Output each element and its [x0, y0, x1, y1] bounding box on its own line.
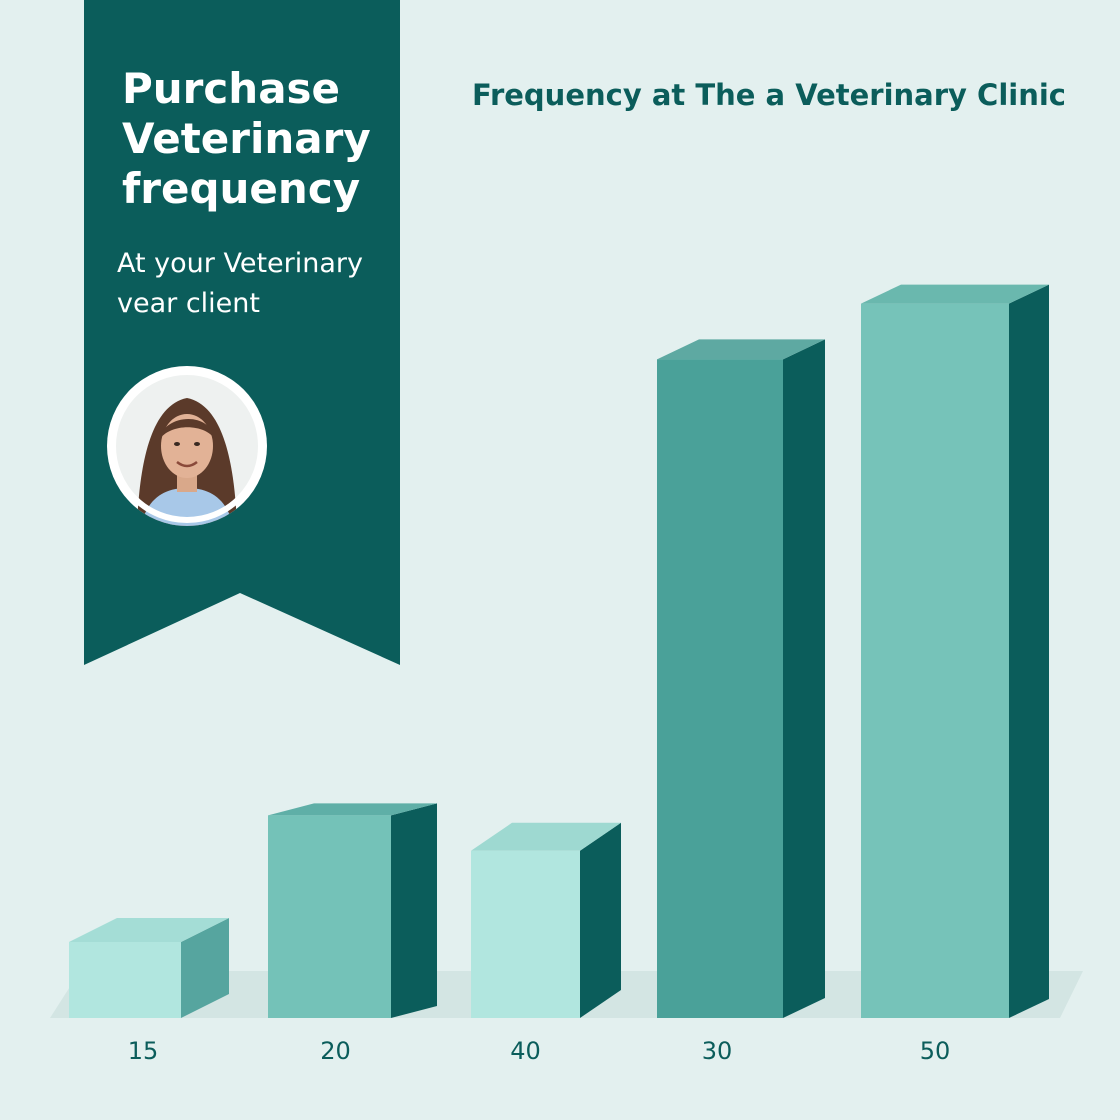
banner-title-line-1: Purchase [122, 64, 341, 113]
banner-title-line-2: Veterinary [122, 114, 371, 163]
bar-2-side [391, 803, 437, 1018]
banner-subtitle-line-1: At your Veterinary [117, 248, 363, 279]
bars-layer [69, 284, 1049, 1019]
bar-1-top [69, 918, 229, 942]
banner-title-line-3: frequency [122, 164, 361, 213]
bar-5-side [1009, 284, 1049, 1019]
chart-title: Frequency at The a Veterinary Clinic [472, 78, 1066, 112]
bar-3-side [580, 822, 621, 1018]
bar-1-face [69, 942, 181, 1018]
bar-1-side [181, 918, 229, 1018]
bar-2-face [268, 815, 391, 1018]
bar-5-face [861, 303, 1009, 1019]
banner-subtitle: At your Veterinary vear client [117, 244, 397, 324]
bar-5-top [861, 284, 1049, 304]
x-tick-label: 15 [128, 1037, 159, 1065]
bar-4 [657, 339, 825, 1018]
bar-4-side [783, 339, 825, 1018]
bar-1 [69, 918, 229, 1018]
x-tick-label: 30 [702, 1037, 733, 1065]
bar-2-top [268, 803, 437, 816]
bar-3-top [471, 822, 621, 851]
x-tick-label: 50 [920, 1037, 951, 1065]
person-avatar-icon [107, 366, 267, 526]
x-tick-label: 20 [320, 1037, 351, 1065]
bar-2 [268, 803, 437, 1018]
bar-4-top [657, 339, 825, 360]
banner-subtitle-line-2: vear client [117, 288, 260, 319]
bar-4-face [657, 359, 783, 1018]
x-tick-label: 40 [510, 1037, 541, 1065]
banner-title: Purchase Veterinary frequency [122, 64, 392, 214]
bar-3-face [471, 850, 580, 1018]
bar-3 [471, 822, 621, 1018]
tick-labels-layer: 15 20 40 30 50 [128, 1037, 951, 1065]
bar-5 [861, 284, 1049, 1019]
